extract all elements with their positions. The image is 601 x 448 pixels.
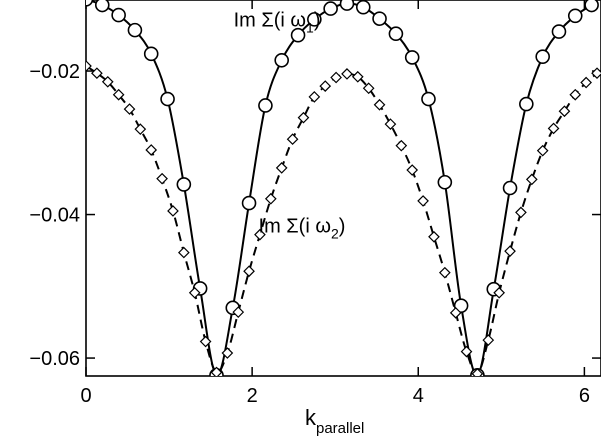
x-tick-label: 2 xyxy=(247,385,258,407)
data-point-diamond xyxy=(515,206,527,219)
data-point-diamond xyxy=(482,334,495,346)
data-point-circle xyxy=(551,24,567,39)
y-tick-label: −0.02 xyxy=(29,61,80,83)
plot-frame xyxy=(85,0,601,377)
data-point-diamond xyxy=(330,71,342,84)
data-point-diamond xyxy=(286,133,299,146)
data-point-circle xyxy=(421,91,436,107)
data-point-circle xyxy=(86,0,94,7)
data-point-circle xyxy=(519,96,534,112)
data-point-diamond xyxy=(319,80,332,92)
annotation-solid: Im Σ(i ω1) xyxy=(234,10,321,36)
data-point-diamond xyxy=(536,144,549,157)
data-point-circle xyxy=(160,91,175,107)
data-point-diamond xyxy=(254,228,266,241)
data-point-circle xyxy=(388,26,404,42)
data-point-diamond xyxy=(471,367,484,376)
data-point-diamond xyxy=(134,123,147,136)
data-point-circle xyxy=(339,0,355,11)
data-point-diamond xyxy=(558,105,571,118)
data-point-circle xyxy=(502,180,518,196)
annotation-dashed: Im Σ(i ω2) xyxy=(259,215,346,241)
x-tick-label: 4 xyxy=(413,385,424,407)
series-lines xyxy=(86,0,598,376)
data-point-circle xyxy=(176,177,192,192)
y-axis: −0.02 −0.04 −0.06 xyxy=(29,61,601,370)
data-point-diamond xyxy=(297,111,310,124)
data-point-diamond xyxy=(438,266,451,279)
data-point-diamond xyxy=(232,306,245,318)
data-point-circle xyxy=(94,0,110,13)
data-point-diamond xyxy=(417,195,429,207)
data-point-circle xyxy=(584,0,599,13)
data-point-diamond xyxy=(308,91,321,103)
data-point-diamond xyxy=(275,162,288,174)
data-point-diamond xyxy=(351,70,364,83)
data-point-diamond xyxy=(395,139,408,152)
data-point-diamond xyxy=(178,246,190,259)
data-point-circle xyxy=(404,50,420,65)
data-point-diamond xyxy=(101,75,114,88)
data-point-circle xyxy=(307,12,322,27)
x-tick-label: 0 xyxy=(80,385,91,407)
data-point-diamond xyxy=(341,68,353,80)
data-point-circle xyxy=(241,195,257,211)
x-tick-label: 6 xyxy=(579,385,590,407)
data-point-circle xyxy=(290,27,306,43)
data-point-diamond xyxy=(569,88,582,101)
y-tick-label: −0.06 xyxy=(29,348,80,370)
data-point-diamond xyxy=(449,307,462,319)
data-point-diamond xyxy=(123,103,136,115)
data-point-diamond xyxy=(460,345,473,358)
data-point-circle xyxy=(437,174,453,190)
x-axis-label: kparallel xyxy=(305,405,364,437)
data-point-diamond xyxy=(199,335,212,348)
y-tick-label: −0.04 xyxy=(29,205,80,227)
data-point-circle xyxy=(274,52,290,68)
data-point-diamond xyxy=(591,67,601,80)
data-point-diamond xyxy=(525,173,538,186)
data-point-diamond xyxy=(210,366,223,376)
data-point-circle xyxy=(372,11,387,26)
data-point-circle xyxy=(355,0,371,15)
data-point-circle xyxy=(453,298,469,313)
data-point-diamond xyxy=(91,67,103,80)
data-point-diamond xyxy=(580,76,592,89)
data-point-diamond xyxy=(188,286,201,299)
data-point-diamond xyxy=(373,98,386,111)
data-point-circle xyxy=(567,8,583,24)
annotations: Im Σ(i ω1) Im Σ(i ω2) xyxy=(234,10,346,242)
data-point-diamond xyxy=(362,82,375,95)
data-point-circle xyxy=(535,49,550,64)
data-point-diamond xyxy=(145,144,158,156)
data-point-circle xyxy=(258,98,273,113)
data-point-diamond xyxy=(547,122,560,135)
data-point-diamond xyxy=(167,205,179,217)
data-point-circle xyxy=(323,1,338,16)
data-point-circle xyxy=(111,7,126,23)
data-point-circle xyxy=(127,22,143,38)
data-point-diamond xyxy=(86,60,92,72)
data-point-diamond xyxy=(243,265,255,278)
data-point-diamond xyxy=(428,230,440,243)
series-markers xyxy=(86,0,601,376)
x-axis: 0 2 4 6 xyxy=(80,0,590,407)
data-point-circle xyxy=(143,46,159,62)
data-point-diamond xyxy=(384,118,397,130)
data-point-diamond xyxy=(112,88,125,101)
data-point-diamond xyxy=(493,286,506,299)
data-point-diamond xyxy=(406,164,419,176)
data-point-diamond xyxy=(264,192,277,205)
data-point-diamond xyxy=(504,245,516,257)
data-point-diamond xyxy=(221,347,234,359)
data-point-diamond xyxy=(156,172,168,185)
